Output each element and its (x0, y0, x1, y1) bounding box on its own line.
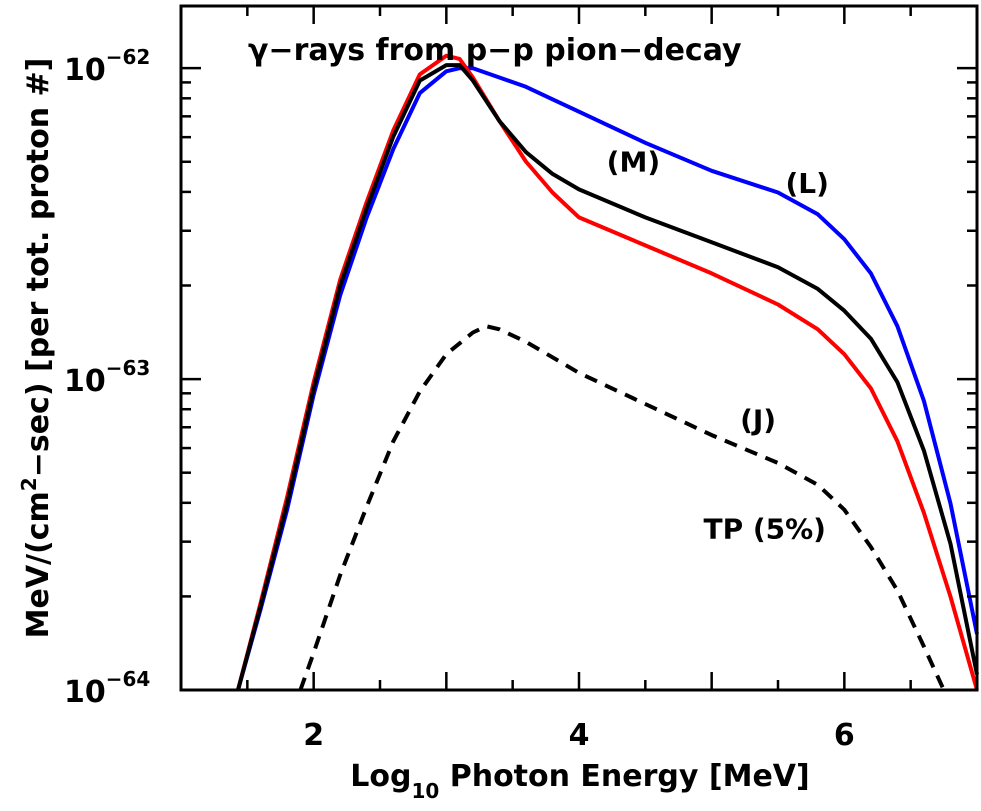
series-line-tp (298, 324, 946, 691)
x-tick-label: 6 (834, 718, 855, 753)
curves (236, 53, 979, 691)
x-axis-label-post: Photon Energy [MeV] (439, 759, 809, 794)
x-axis-label-pre: Log (350, 759, 411, 794)
series-label-l: (L) (785, 167, 828, 200)
y-tick-label: 10−62 (64, 45, 150, 88)
series-label-j: (J) (740, 404, 776, 437)
y-tick-label: 10−63 (64, 356, 150, 399)
series-label-m: (M) (607, 145, 660, 178)
svg-text:MeV/(cm2−sec) [per tot. proton: MeV/(cm2−sec) [per tot. proton #] (17, 58, 56, 639)
x-axis-label-sub: 10 (411, 779, 439, 803)
y-axis-label-pre: MeV/(cm (21, 491, 56, 638)
plot-frame (179, 4, 979, 692)
y-tick-label: 10−64 (64, 667, 150, 710)
x-axis-label: Log10 Photon Energy [MeV] (350, 759, 810, 803)
series-line-l (236, 66, 979, 691)
x-tick-label: 4 (569, 718, 590, 753)
series-labels: (J) (M) (L) TP (5%) (607, 145, 829, 545)
series-line-m (236, 63, 979, 691)
x-tick-label: 2 (303, 718, 324, 753)
ticks: 2 4 6 10−64 10−63 10−62 (64, 6, 977, 753)
y-axis-label-sup: 2 (17, 477, 41, 491)
y-axis-label-post: −sec) [per tot. proton #] (21, 58, 56, 478)
series-label-tp: TP (5%) (703, 512, 826, 545)
svg-text:Log10 Photon Energy [MeV]: Log10 Photon Energy [MeV] (350, 759, 810, 803)
chart-title: γ−rays from p−p pion−decay (248, 33, 742, 68)
series-line-j (236, 53, 979, 691)
y-axis-label: MeV/(cm2−sec) [per tot. proton #] (17, 58, 56, 639)
